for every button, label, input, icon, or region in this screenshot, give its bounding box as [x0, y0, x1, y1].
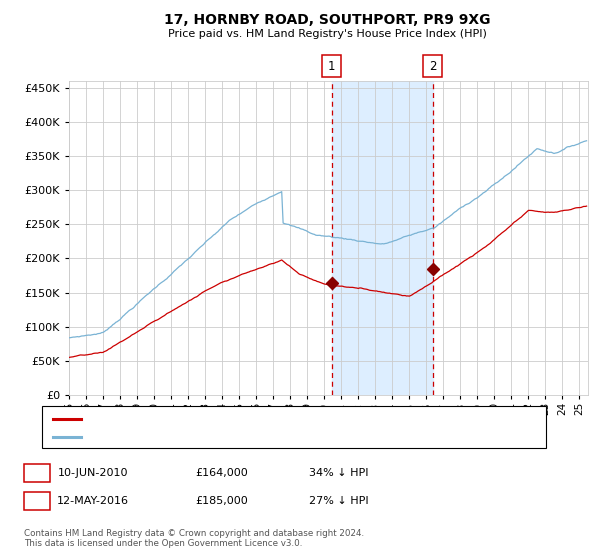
- Text: 10-JUN-2010: 10-JUN-2010: [58, 468, 128, 478]
- Text: 1: 1: [34, 466, 41, 480]
- Text: Contains HM Land Registry data © Crown copyright and database right 2024.
This d: Contains HM Land Registry data © Crown c…: [24, 529, 364, 548]
- Text: 17, HORNBY ROAD, SOUTHPORT, PR9 9XG (detached house): 17, HORNBY ROAD, SOUTHPORT, PR9 9XG (det…: [88, 414, 402, 423]
- Text: £185,000: £185,000: [196, 496, 248, 506]
- Text: HPI: Average price, detached house, Sefton: HPI: Average price, detached house, Seft…: [88, 432, 315, 442]
- Text: 17, HORNBY ROAD, SOUTHPORT, PR9 9XG: 17, HORNBY ROAD, SOUTHPORT, PR9 9XG: [164, 13, 490, 27]
- Text: 2: 2: [34, 494, 41, 508]
- Text: £164,000: £164,000: [196, 468, 248, 478]
- Text: 12-MAY-2016: 12-MAY-2016: [57, 496, 129, 506]
- Text: 1: 1: [328, 59, 335, 73]
- Bar: [332, 81, 433, 395]
- Text: 27% ↓ HPI: 27% ↓ HPI: [309, 496, 369, 506]
- Text: 2: 2: [429, 59, 436, 73]
- Text: 34% ↓ HPI: 34% ↓ HPI: [309, 468, 369, 478]
- Text: Price paid vs. HM Land Registry's House Price Index (HPI): Price paid vs. HM Land Registry's House …: [167, 29, 487, 39]
